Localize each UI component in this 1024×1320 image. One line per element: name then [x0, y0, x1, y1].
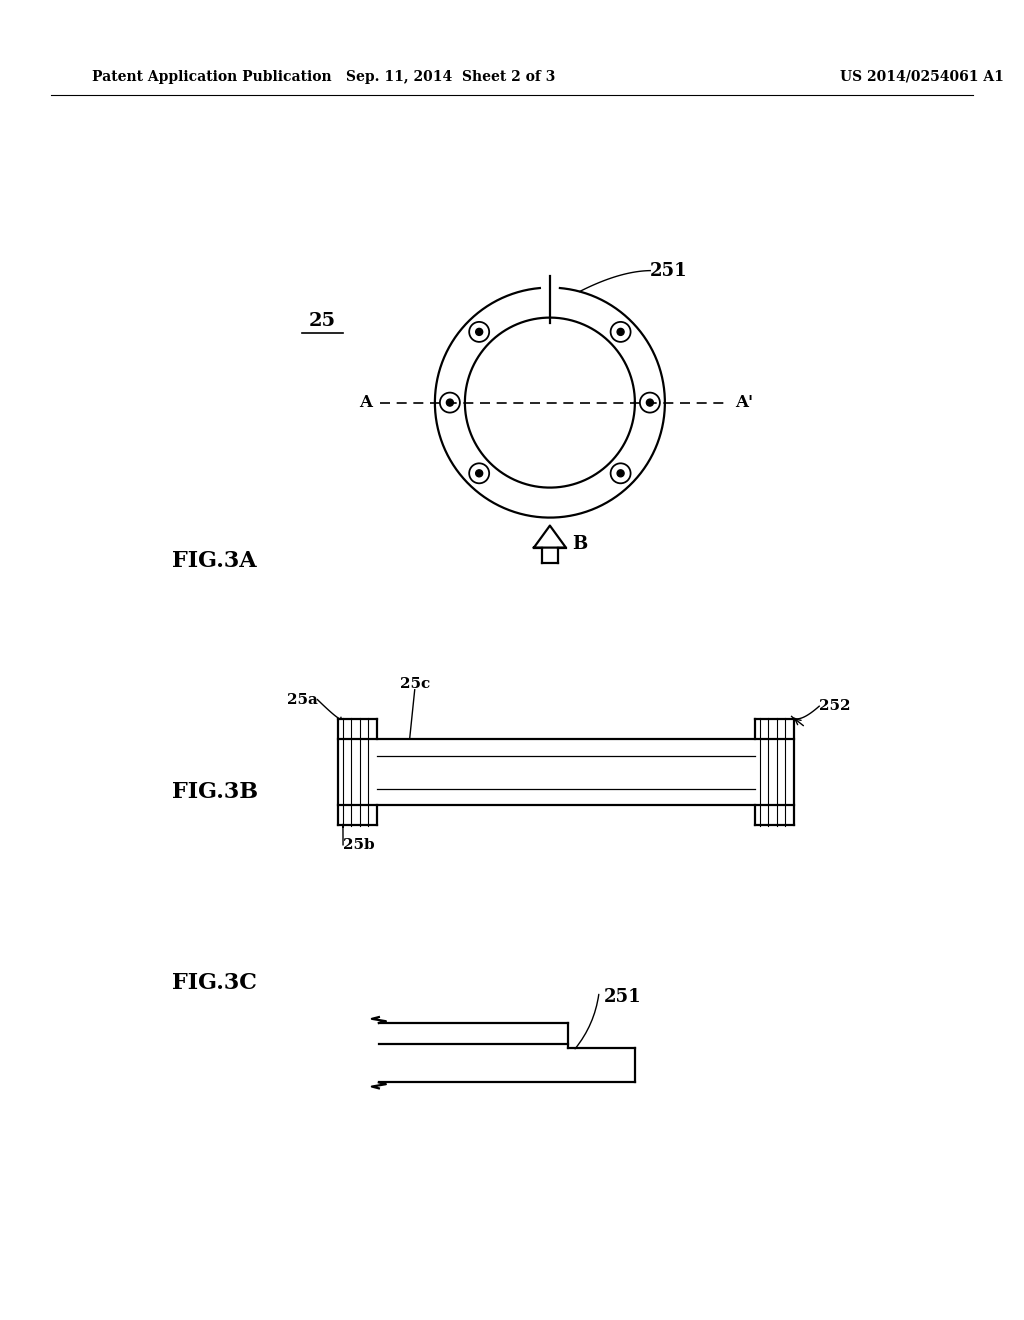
Text: 251: 251 [604, 987, 642, 1006]
Text: US 2014/0254061 A1: US 2014/0254061 A1 [840, 70, 1004, 83]
Text: 252: 252 [819, 700, 851, 713]
Text: 25c: 25c [399, 677, 430, 690]
Text: FIG.3C: FIG.3C [172, 973, 257, 994]
Text: 25a: 25a [287, 693, 317, 706]
Circle shape [617, 470, 624, 477]
Circle shape [476, 329, 482, 335]
Text: A: A [358, 395, 372, 411]
Text: A': A' [735, 395, 753, 411]
Text: 25: 25 [309, 312, 336, 330]
Text: FIG.3B: FIG.3B [172, 781, 258, 803]
Circle shape [617, 329, 624, 335]
Text: 25b: 25b [343, 838, 375, 851]
Circle shape [646, 399, 653, 407]
Text: 251: 251 [650, 261, 688, 280]
Text: B: B [571, 535, 587, 553]
Circle shape [476, 470, 482, 477]
Text: FIG.3A: FIG.3A [172, 550, 257, 572]
Circle shape [446, 399, 454, 407]
Text: Patent Application Publication: Patent Application Publication [92, 70, 332, 83]
Text: Sep. 11, 2014  Sheet 2 of 3: Sep. 11, 2014 Sheet 2 of 3 [346, 70, 555, 83]
